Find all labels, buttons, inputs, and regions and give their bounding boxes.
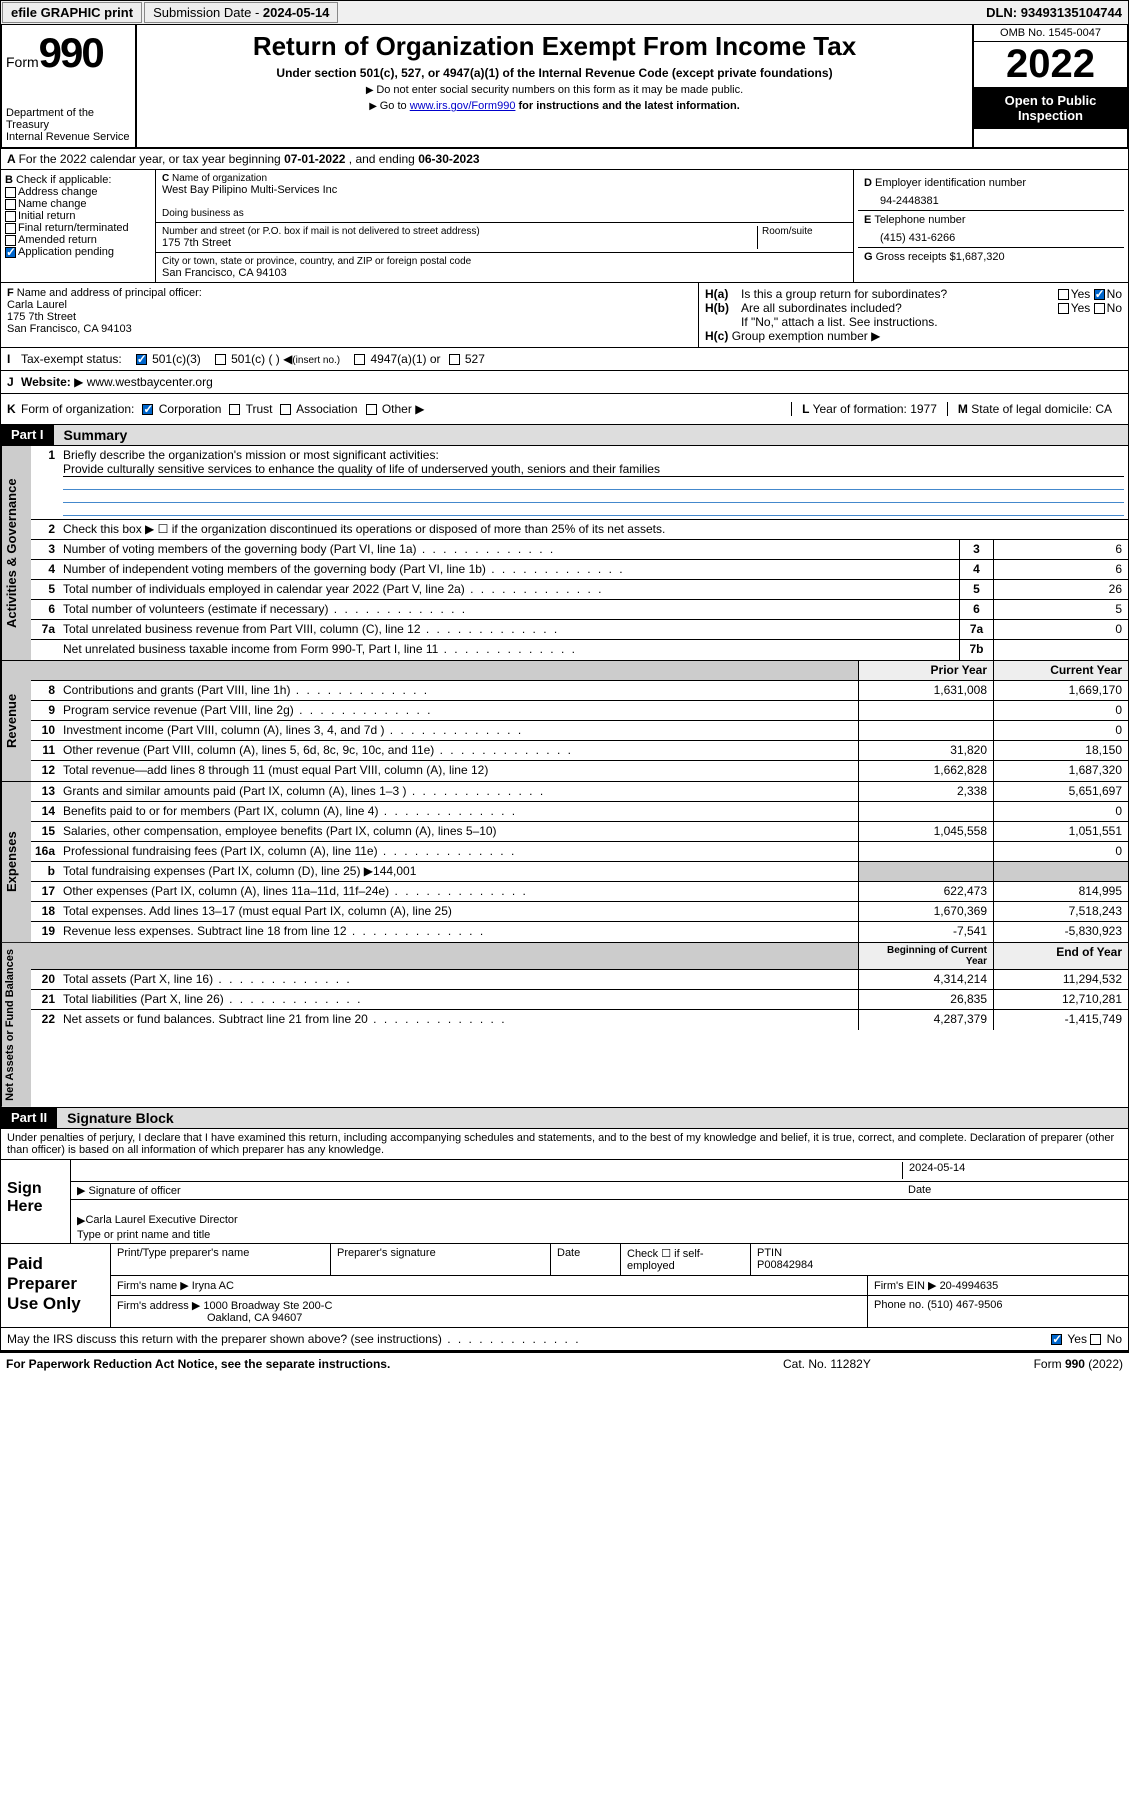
klm-row: K Form of organization: Corporation Trus… bbox=[0, 394, 1129, 425]
page-footer: For Paperwork Reduction Act Notice, see … bbox=[0, 1351, 1129, 1375]
perjury-declaration: Under penalties of perjury, I declare th… bbox=[0, 1129, 1129, 1160]
cat-no: Cat. No. 11282Y bbox=[783, 1357, 963, 1371]
v3: 6 bbox=[993, 540, 1128, 559]
dept-treasury: Department of the Treasury bbox=[6, 107, 131, 131]
form-subtitle: Under section 501(c), 527, or 4947(a)(1)… bbox=[147, 66, 962, 80]
form-number: 990 bbox=[39, 29, 103, 76]
v5: 26 bbox=[993, 580, 1128, 599]
net-assets-block: Net Assets or Fund Balances Beginning of… bbox=[0, 943, 1129, 1108]
amended-return[interactable]: Amended return bbox=[18, 234, 97, 246]
section-b: B Check if applicable: Address change Na… bbox=[1, 170, 156, 282]
state-domicile: CA bbox=[1095, 402, 1112, 416]
dln: DLN: 93493135104744 bbox=[980, 3, 1128, 22]
goto-note: Go to www.irs.gov/Form990 for instructio… bbox=[147, 100, 962, 112]
org-city: San Francisco, CA 94103 bbox=[162, 267, 847, 279]
v6: 5 bbox=[993, 600, 1128, 619]
public-inspection: Open to Public Inspection bbox=[974, 87, 1127, 129]
section-deg: D Employer identification number 94-2448… bbox=[853, 170, 1128, 282]
sign-here-block: Sign Here 2024-05-14 ▶ Signature of offi… bbox=[0, 1160, 1129, 1244]
expenses-block: Expenses 13Grants and similar amounts pa… bbox=[0, 782, 1129, 943]
line-i: I Tax-exempt status: 501(c)(3) 501(c) ( … bbox=[1, 348, 1128, 371]
identity-block: B Check if applicable: Address change Na… bbox=[0, 170, 1129, 283]
final-return[interactable]: Final return/terminated bbox=[18, 222, 129, 234]
efile-print-button[interactable]: efile GRAPHIC print bbox=[2, 2, 142, 23]
v7b bbox=[993, 640, 1128, 660]
paid-preparer-block: Paid Preparer Use Only Print/Type prepar… bbox=[0, 1244, 1129, 1328]
ptin: P00842984 bbox=[757, 1259, 1122, 1271]
activities-governance: Activities & Governance 1 Briefly descri… bbox=[0, 446, 1129, 661]
discuss-row: May the IRS discuss this return with the… bbox=[0, 1328, 1129, 1351]
firm-ein: 20-4994635 bbox=[940, 1280, 999, 1292]
preparer-phone: (510) 467-9506 bbox=[927, 1299, 1002, 1311]
form-word: Form bbox=[6, 54, 39, 70]
topbar: efile GRAPHIC print Submission Date - 20… bbox=[0, 0, 1129, 25]
part1-header: Part I Summary bbox=[0, 425, 1129, 446]
year-formation: 1977 bbox=[910, 402, 937, 416]
org-street: 175 7th Street bbox=[162, 237, 757, 249]
firm-addr2: Oakland, CA 94607 bbox=[117, 1312, 302, 1324]
firm-name: Iryna AC bbox=[192, 1280, 234, 1292]
app-pending[interactable]: Application pending bbox=[18, 246, 114, 258]
tax-year: 2022 bbox=[974, 42, 1127, 87]
website[interactable]: www.westbaycenter.org bbox=[87, 375, 213, 389]
officer-name: Carla Laurel bbox=[7, 299, 692, 311]
addr-change[interactable]: Address change bbox=[18, 186, 98, 198]
sig-date: 2024-05-14 bbox=[902, 1162, 1122, 1179]
fundraising-total: 144,001 bbox=[373, 864, 416, 878]
ssn-note: Do not enter social security numbers on … bbox=[147, 84, 962, 96]
form-header: Form990 Department of the Treasury Inter… bbox=[0, 25, 1129, 149]
line-a-tax-year: A For the 2022 calendar year, or tax yea… bbox=[0, 149, 1129, 170]
irs-label: Internal Revenue Service bbox=[6, 131, 131, 143]
org-name: West Bay Pilipino Multi-Services Inc bbox=[162, 184, 847, 196]
part2-header: Part II Signature Block bbox=[0, 1108, 1129, 1129]
firm-addr1: 1000 Broadway Ste 200-C bbox=[203, 1300, 332, 1312]
officer-street: 175 7th Street bbox=[7, 311, 692, 323]
revenue-block: Revenue Prior YearCurrent Year 8Contribu… bbox=[0, 661, 1129, 782]
v7a: 0 bbox=[993, 620, 1128, 639]
irs-link[interactable]: www.irs.gov/Form990 bbox=[410, 100, 516, 112]
officer-city: San Francisco, CA 94103 bbox=[7, 323, 692, 335]
v4: 6 bbox=[993, 560, 1128, 579]
phone: (415) 431-6266 bbox=[864, 226, 1118, 244]
ein: 94-2448381 bbox=[864, 189, 1118, 207]
submission-date: Submission Date - 2024-05-14 bbox=[144, 2, 338, 23]
line-j: J Website: ▶ www.westbaycenter.org bbox=[1, 371, 1128, 393]
gross-receipts: 1,687,320 bbox=[956, 251, 1005, 263]
initial-return[interactable]: Initial return bbox=[18, 210, 75, 222]
mission-text: Provide culturally sensitive services to… bbox=[63, 462, 1124, 477]
form-title: Return of Organization Exempt From Incom… bbox=[147, 31, 962, 62]
omb-number: OMB No. 1545-0047 bbox=[974, 25, 1127, 42]
name-change[interactable]: Name change bbox=[18, 198, 87, 210]
section-c: C Name of organization West Bay Pilipino… bbox=[156, 170, 853, 282]
fh-block: F Name and address of principal officer:… bbox=[0, 283, 1129, 348]
officer-sig-name: Carla Laurel Executive Director bbox=[85, 1214, 237, 1227]
